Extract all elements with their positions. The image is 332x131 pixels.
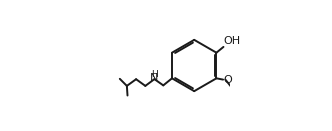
Text: O: O [223,75,232,85]
Text: OH: OH [224,36,241,46]
Text: N: N [150,73,158,83]
Text: H: H [151,70,158,79]
